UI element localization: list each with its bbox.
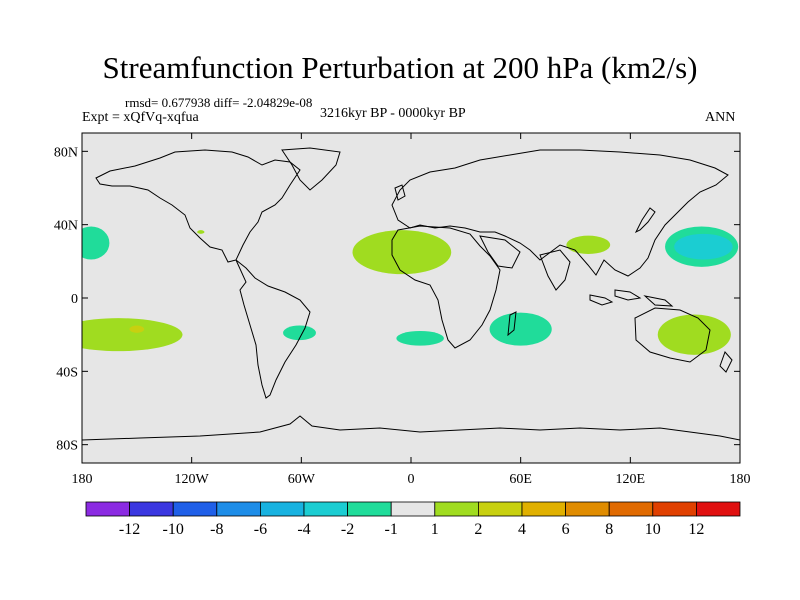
- y-tick-label: 80N: [54, 145, 78, 160]
- coastlines: [82, 147, 740, 441]
- anomaly-region-south-pacific-core: [129, 325, 145, 333]
- x-tick-label: 0: [408, 472, 415, 487]
- colorbar-swatch: [608, 501, 654, 517]
- coast-indonesia: [589, 289, 674, 307]
- x-tick-label: 180: [730, 472, 751, 487]
- colorbar-swatch: [565, 501, 610, 517]
- anomaly-region-south-atlantic-east: [396, 331, 444, 346]
- anomaly-region-australia-east: [657, 314, 731, 355]
- colorbar-swatch: [85, 501, 130, 517]
- coast-greenland: [281, 147, 341, 191]
- colorbar-swatch: [129, 501, 174, 517]
- colorbar-label: 1: [431, 521, 439, 538]
- colorbar-swatch: [172, 501, 218, 517]
- coast-australia: [634, 307, 711, 363]
- experiment-label: Expt = xQfVq-xqfua: [82, 110, 199, 125]
- anomaly-region-north-pacific-east: [82, 226, 110, 260]
- coast-antarctica: [82, 415, 740, 441]
- period-label: 3216kyr BP - 0000kyr BP: [320, 106, 466, 121]
- colorbar-label: 2: [474, 521, 482, 538]
- x-tick-label: 60E: [509, 472, 532, 487]
- colorbar-label: 12: [688, 521, 704, 538]
- coast-british-isles: [394, 184, 406, 201]
- colorbar-label: 4: [518, 521, 526, 538]
- coast-north-america: [95, 149, 301, 263]
- anomaly-region-small-dot-north-atlantic: [197, 230, 205, 234]
- colorbar-label: -8: [210, 521, 223, 538]
- anomaly-region-tropical-atlantic-north: [352, 230, 452, 275]
- coast-madagascar: [507, 311, 517, 337]
- coast-africa: [391, 225, 501, 349]
- x-tick-label: 60W: [288, 472, 316, 487]
- colorbar-swatch: [477, 501, 523, 517]
- colorbar-label: -1: [385, 521, 398, 538]
- colorbar-label: 6: [562, 521, 570, 538]
- y-tick-label: 0: [71, 292, 78, 307]
- x-tick-label: 180: [72, 472, 93, 487]
- anomaly-region-north-pacific-west-inner: [674, 233, 733, 260]
- map-background: [82, 133, 740, 463]
- x-tick-label: 120E: [616, 472, 646, 487]
- rmsd-diff-label: rmsd= 0.677938 diff= -2.04829e-08: [125, 95, 313, 110]
- colorbar-label: -4: [297, 521, 310, 538]
- season-label: ANN: [705, 110, 736, 125]
- colorbar-label: 10: [645, 521, 661, 538]
- anomaly-region-south-atlantic: [283, 325, 316, 341]
- anomaly-region-indian-ocean: [489, 312, 552, 346]
- y-tick-label: 80S: [56, 439, 78, 454]
- colorbar-label: 8: [605, 521, 613, 538]
- colorbar-swatch: [390, 501, 436, 517]
- colorbar-swatch: [696, 501, 741, 517]
- coast-eurasia: [391, 149, 729, 277]
- coast-new-zealand: [719, 351, 733, 373]
- colorbar-swatch: [652, 501, 697, 517]
- colorbar-label: -6: [254, 521, 267, 538]
- colorbar-swatch: [347, 501, 392, 517]
- colorbar-swatch: [216, 501, 261, 517]
- colorbar-swatch: [259, 501, 305, 517]
- y-tick-label: 40N: [54, 219, 78, 234]
- colorbar-swatch: [434, 501, 479, 517]
- chart-title: Streamfunction Perturbation at 200 hPa (…: [102, 50, 698, 85]
- colorbar-label: -12: [119, 521, 140, 538]
- colorbar-swatch: [303, 501, 348, 517]
- coast-japan: [634, 207, 656, 234]
- y-tick-label: 40S: [56, 365, 78, 380]
- colorbar-swatch: [521, 501, 566, 517]
- x-tick-label: 120W: [175, 472, 210, 487]
- colorbar-label: -10: [163, 521, 184, 538]
- coast-south-america: [235, 259, 311, 399]
- coast-india: [539, 249, 571, 291]
- coast-arabia: [479, 235, 521, 269]
- anomaly-region-middle-east: [566, 235, 611, 254]
- colorbar-label: -2: [341, 521, 354, 538]
- anomaly-region-south-pacific-east: [82, 318, 183, 352]
